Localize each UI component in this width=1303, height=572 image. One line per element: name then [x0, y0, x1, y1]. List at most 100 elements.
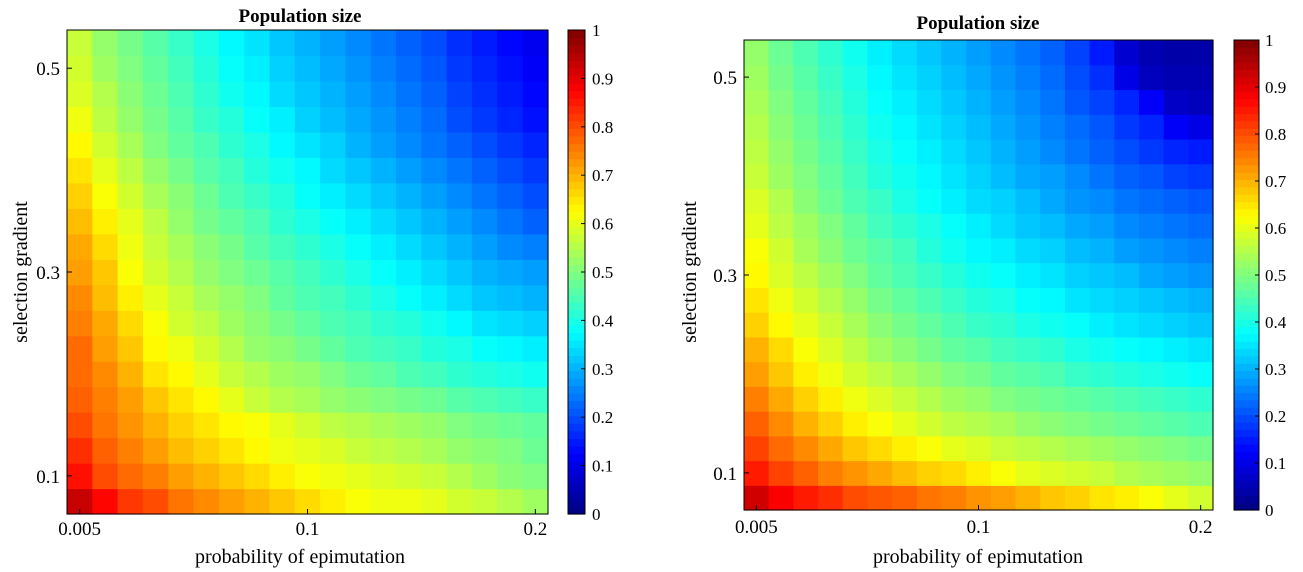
heatmap-cell [320, 437, 347, 464]
heatmap-cell [370, 157, 397, 184]
colorbar-segment [568, 203, 585, 213]
heatmap-cell [990, 262, 1017, 288]
heatmap-cell [966, 64, 992, 91]
heatmap-cell [92, 259, 119, 286]
heatmap-cell [1040, 485, 1066, 511]
colorbar-tick-label: 0.1 [592, 457, 613, 476]
colorbar-segment [568, 385, 585, 394]
colorbar-segment [1234, 91, 1259, 100]
heatmap-cell [218, 386, 245, 413]
heatmap-cell [345, 386, 372, 413]
heatmap-cell [67, 335, 93, 362]
heatmap-cell [472, 437, 498, 464]
heatmap-cell [916, 411, 943, 437]
colorbar-segment [1234, 54, 1259, 63]
heatmap-cell [67, 412, 93, 439]
heatmap-cell [1064, 64, 1091, 91]
colorbar-segment [568, 226, 585, 235]
colorbar-segment [568, 196, 585, 205]
heatmap-cell [842, 188, 869, 214]
heatmap-cell [867, 89, 893, 115]
heatmap-cell [320, 30, 347, 57]
heatmap-cell [396, 80, 423, 108]
heatmap-cell [793, 361, 819, 387]
heatmap-cell [421, 233, 448, 260]
heatmap-cell [294, 284, 321, 311]
heatmap-cell [916, 138, 943, 165]
colorbar-segment [568, 219, 585, 228]
heatmap-cell [1163, 64, 1189, 91]
heatmap-cell [990, 411, 1017, 437]
colorbar-segment [1234, 40, 1259, 48]
heatmap-cell [892, 213, 918, 239]
heatmap-cell [1015, 435, 1041, 462]
heatmap-cell [744, 188, 770, 214]
colorbar-segment [568, 483, 585, 492]
heatmap-cell [396, 131, 423, 158]
heatmap-cell [793, 411, 819, 437]
heatmap-cell [1089, 89, 1115, 115]
heatmap-cell [522, 55, 549, 82]
x-tick-label: 0.005 [58, 519, 101, 540]
heatmap-cell [218, 80, 245, 108]
heatmap-cell [218, 488, 245, 515]
heatmap-cell [446, 157, 473, 184]
colorbar-tick-label: 0 [1265, 501, 1274, 520]
heatmap-cell [370, 30, 397, 57]
heatmap-cell [793, 114, 819, 140]
heatmap-cell [294, 412, 321, 439]
heatmap-cell [1064, 312, 1091, 338]
heatmap-cell [294, 386, 321, 413]
heatmap-cell [818, 237, 844, 264]
colorbar-tick-label: 0.4 [1265, 313, 1287, 332]
heatmap-cell [1089, 312, 1115, 338]
heatmap-cell [941, 213, 967, 239]
heatmap-cell [218, 310, 245, 337]
heatmap-cell [1040, 213, 1066, 239]
heatmap-cell [294, 208, 321, 235]
heatmap-cell [1138, 435, 1165, 462]
heatmap-cell [1064, 361, 1091, 387]
heatmap-cell [1138, 188, 1165, 214]
heatmap-cell [941, 460, 967, 486]
heatmap-cell [1163, 213, 1189, 239]
heatmap-cell [941, 138, 967, 165]
heatmap-cell [892, 485, 918, 511]
heatmap-cell [1138, 411, 1165, 437]
colorbar-tick-label: 0.1 [1265, 454, 1286, 473]
colorbar-ticks: 0 0.1 0.2 0.3 0.4 0.5 0.6 0.7 0.8 0.9 1 [1255, 31, 1287, 520]
heatmap-cell [244, 157, 271, 184]
heatmap-cell [446, 208, 473, 235]
colorbar-tick-label: 0.3 [592, 360, 613, 379]
heatmap-cell [497, 310, 524, 337]
heatmap-cell [168, 182, 195, 209]
heatmap-cell [1114, 89, 1140, 115]
heatmap-cell [472, 335, 498, 362]
heatmap-cell [941, 40, 967, 66]
heatmap-cell [1040, 64, 1066, 91]
heatmap-cell [320, 106, 347, 133]
heatmap-cell [168, 412, 195, 439]
y-axis-ticks: 0.1 0.3 0.5 [36, 59, 72, 488]
heatmap-cell [472, 233, 498, 260]
heatmap-cell [1114, 262, 1140, 288]
heatmap-cell [744, 411, 770, 437]
heatmap-cell [1163, 40, 1189, 66]
heatmap-cell [345, 182, 372, 209]
colorbar-segment [568, 287, 585, 296]
heatmap-cell [522, 310, 549, 337]
colorbar-segment [568, 370, 585, 379]
colorbar-segment [568, 498, 585, 508]
heatmap-cell [142, 157, 169, 184]
heatmap-cell [244, 386, 271, 413]
heatmap-cell [320, 182, 347, 209]
heatmap-cell [497, 233, 524, 260]
heatmap-cell [218, 157, 245, 184]
heatmap-cell [244, 182, 271, 209]
heatmap-cell [244, 284, 271, 311]
heatmap-cell [117, 361, 144, 388]
heatmap-cell [867, 163, 893, 190]
heatmap-cell [446, 310, 473, 337]
heatmap-cell [294, 361, 321, 388]
